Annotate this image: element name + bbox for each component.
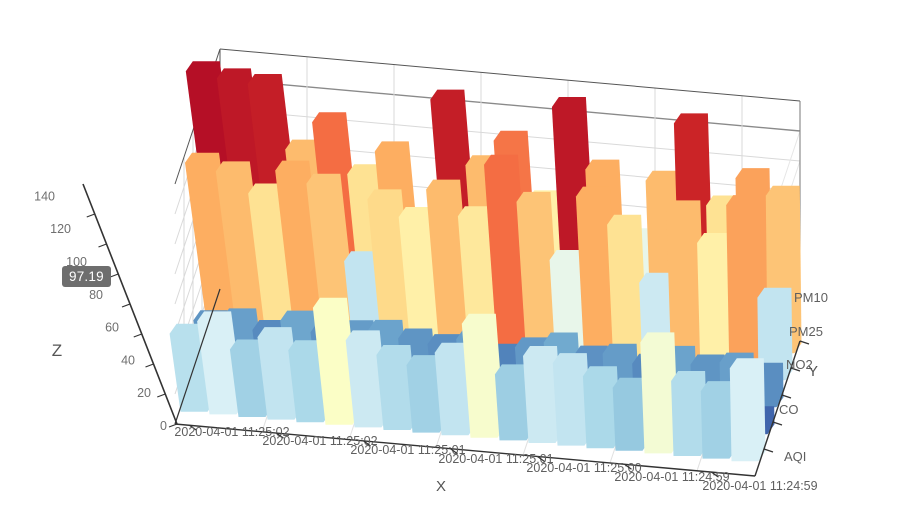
axis-label: 2020-04-01 11:25:01: [350, 443, 465, 457]
axis-label: 2020-04-01 11:25:02: [174, 425, 289, 439]
bar[interactable]: [552, 353, 592, 446]
axis-label: 2020-04-01 11:25:01: [438, 452, 553, 466]
bar[interactable]: [666, 200, 706, 373]
bar[interactable]: [197, 311, 244, 415]
bar[interactable]: [461, 313, 505, 438]
bar[interactable]: [726, 195, 764, 378]
bar[interactable]: [607, 214, 648, 368]
bar[interactable]: [523, 346, 563, 443]
bar[interactable]: [640, 332, 679, 454]
axis-label: NO2: [786, 357, 813, 372]
bar[interactable]: [582, 366, 621, 449]
bar[interactable]: [312, 297, 360, 425]
axis-label: 120: [50, 222, 71, 236]
y-axis: AQI CO NO2 PM25 PM10 Y: [763, 290, 828, 464]
bar[interactable]: [215, 161, 271, 334]
axis-label: 20: [137, 386, 151, 400]
bar[interactable]: [757, 287, 793, 381]
series-AQI: [169, 297, 766, 462]
axis-label: 2020-04-01 11:25:02: [262, 434, 377, 448]
axis-label: 2020-04-01 11:25:00: [526, 461, 641, 475]
series-PM25: [185, 152, 793, 381]
axis-label: X: [436, 478, 446, 495]
axis-label: 80: [89, 288, 103, 302]
axis-label: 60: [105, 321, 119, 335]
axis-label: 140: [34, 189, 55, 203]
axis-label: 0: [160, 419, 167, 433]
bar[interactable]: [671, 371, 708, 456]
axis-label: AQI: [784, 449, 806, 464]
axis-label: 40: [121, 353, 135, 367]
axis-label: Z: [52, 341, 62, 360]
axis-label: 2020-04-01 11:24:59: [702, 479, 817, 493]
z-axis-pointer-label: 97.19: [62, 266, 111, 287]
axis-label: PM10: [794, 290, 828, 305]
axis-label: CO: [779, 402, 799, 417]
bar[interactable]: [275, 160, 329, 339]
bar[interactable]: [494, 364, 534, 441]
bar[interactable]: [516, 191, 561, 360]
z-axis: 0 20 40 60 80 100 120 140 Z: [34, 189, 178, 433]
axis-label: 100: [66, 255, 87, 269]
axis-label: PM25: [789, 324, 823, 339]
bar[interactable]: [700, 381, 737, 459]
axis-label: Y: [808, 363, 818, 380]
bar[interactable]: [612, 377, 650, 451]
axis-label: 2020-04-01 11:24:59: [614, 470, 729, 484]
bar[interactable]: [185, 152, 242, 331]
bar[interactable]: [697, 233, 735, 375]
bar[interactable]: [729, 358, 766, 462]
